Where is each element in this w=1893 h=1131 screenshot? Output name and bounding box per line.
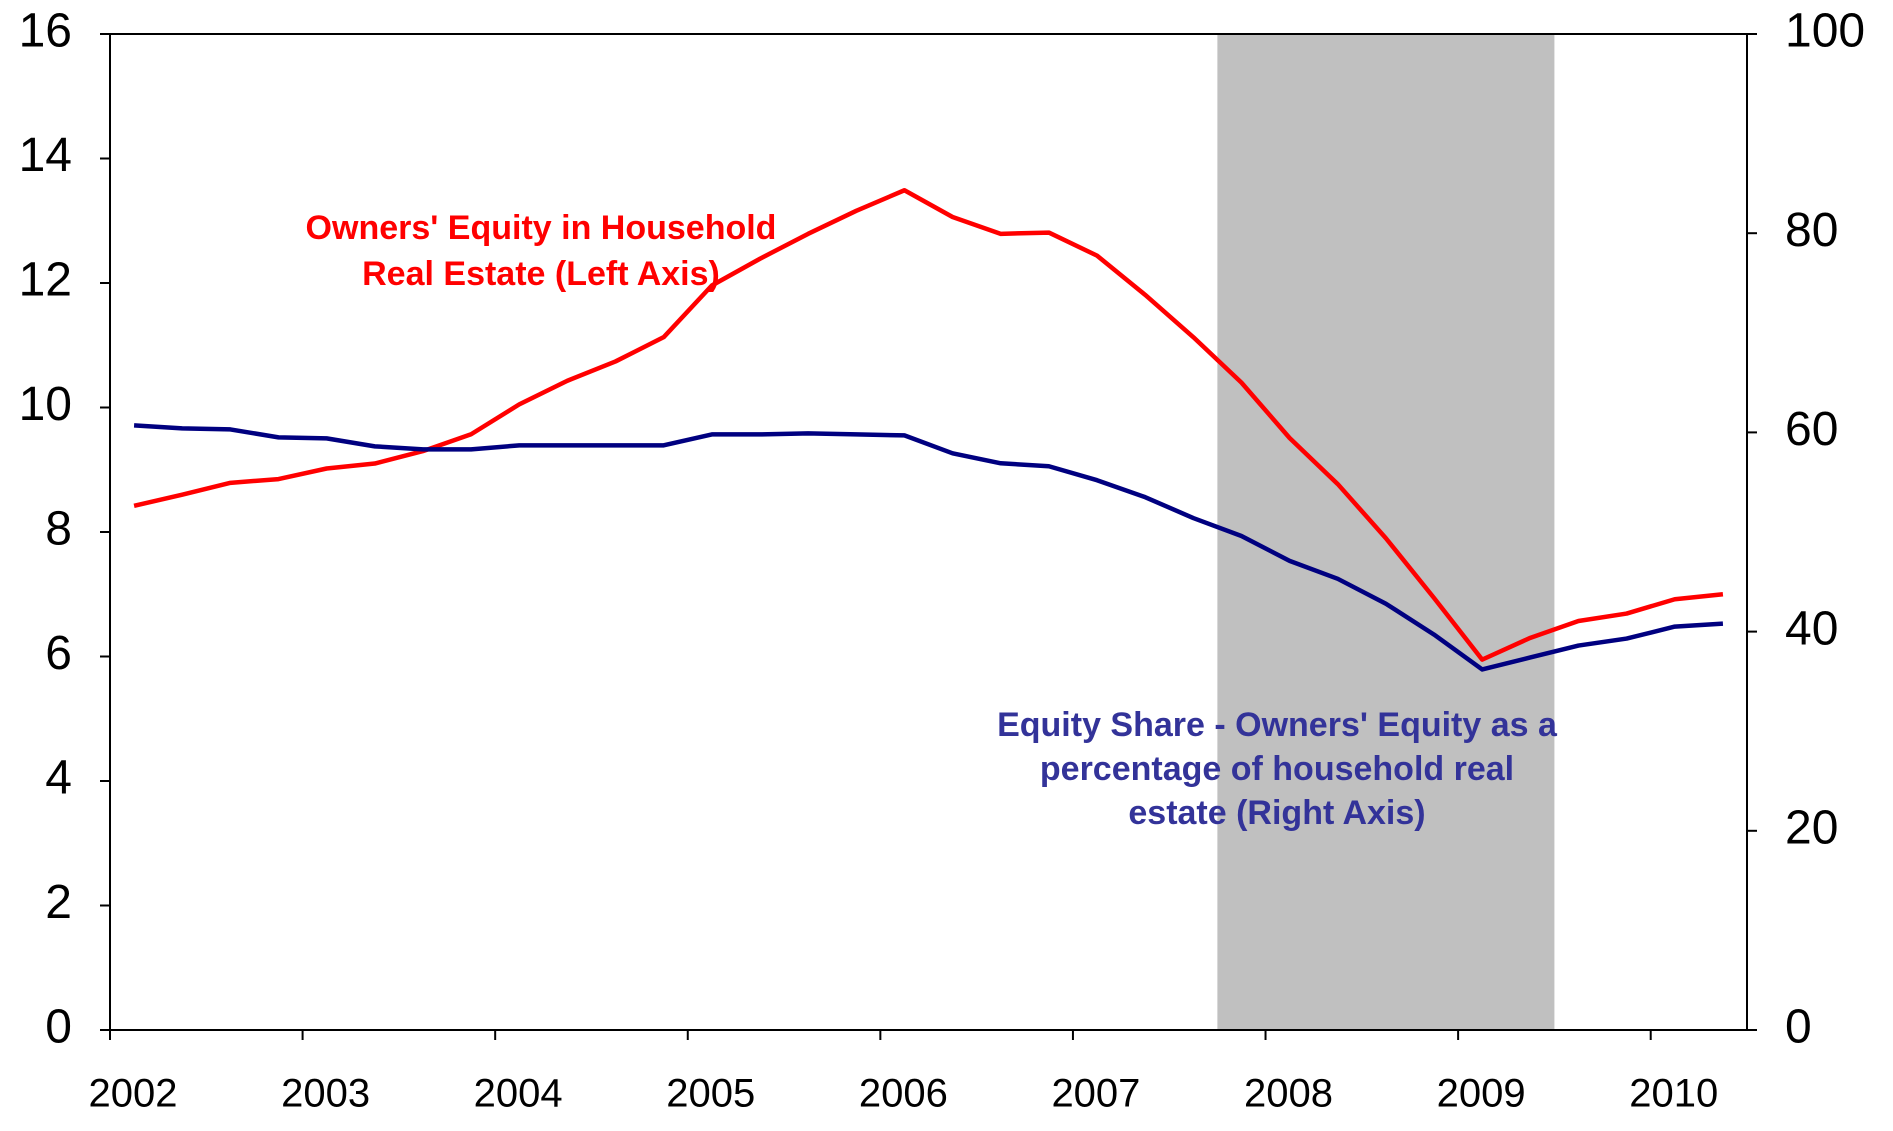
y2-tick-label: 100 [1785, 5, 1865, 58]
y-tick-label: 6 [45, 627, 72, 680]
y-tick-label: 14 [19, 129, 72, 182]
y-tick-label: 10 [19, 378, 72, 431]
x-tick-label: 2009 [1437, 1072, 1526, 1116]
y-tick-label: 8 [45, 503, 72, 556]
y-tick-label: 2 [45, 876, 72, 929]
x-tick-label: 2004 [474, 1072, 563, 1116]
x-tick-label: 2010 [1629, 1072, 1718, 1116]
y-tick-label: 0 [45, 1001, 72, 1054]
x-tick-label: 2006 [859, 1072, 948, 1116]
annotation: estate (Right Axis) [1128, 794, 1425, 832]
y2-tick-label: 80 [1785, 204, 1838, 257]
annotation: Equity Share - Owners' Equity as a [997, 706, 1558, 744]
annotation: percentage of household real [1040, 750, 1514, 788]
series-line [133, 423, 1724, 672]
y-tick-label: 16 [19, 5, 72, 58]
y-tick-label: 4 [45, 752, 72, 805]
x-tick-label: 2003 [281, 1072, 370, 1116]
annotation: Real Estate (Left Axis) [362, 255, 720, 293]
series-line [133, 187, 1724, 662]
annotation: Owners' Equity in Household [306, 209, 777, 247]
x-tick-label: 2008 [1244, 1072, 1333, 1116]
recession-band [1217, 34, 1555, 1030]
x-tick-label: 2005 [666, 1072, 755, 1116]
y2-tick-label: 20 [1785, 801, 1838, 854]
y2-tick-label: 40 [1785, 602, 1838, 655]
x-tick-label: 2007 [1051, 1072, 1140, 1116]
y-tick-label: 12 [19, 254, 72, 307]
x-tick-label: 2002 [89, 1072, 178, 1116]
y2-tick-label: 0 [1785, 1001, 1812, 1054]
y2-tick-label: 60 [1785, 403, 1838, 456]
